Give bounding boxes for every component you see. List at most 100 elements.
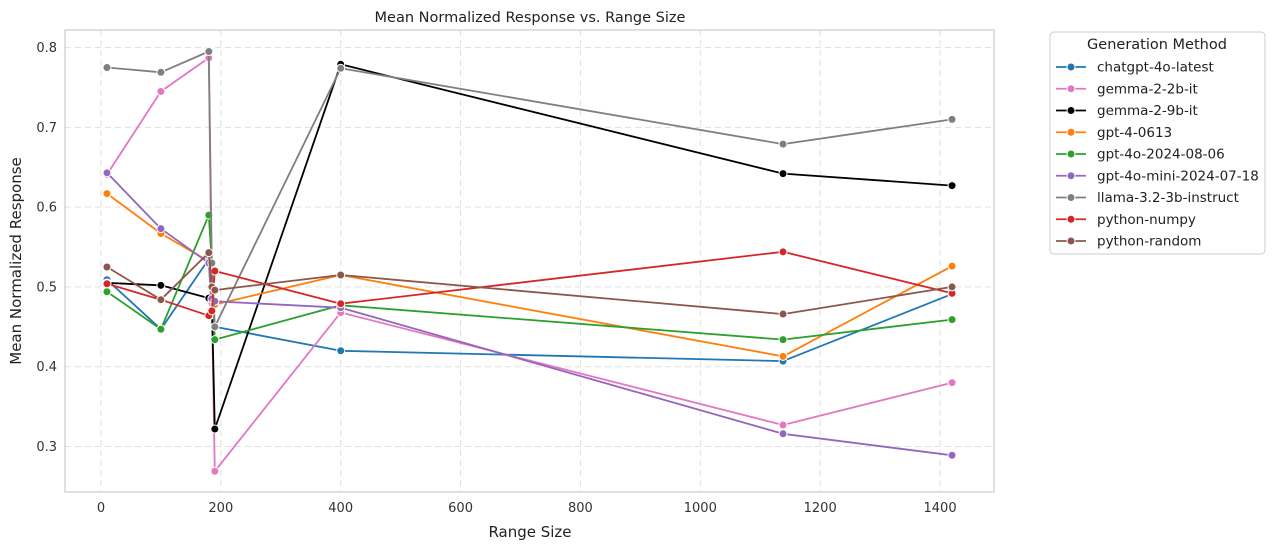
data-point — [210, 285, 220, 295]
data-point — [947, 181, 957, 191]
x-tick-label: 1200 — [804, 501, 837, 516]
x-tick-label: 1400 — [924, 501, 957, 516]
legend-label: gemma-2-9b-it — [1097, 103, 1198, 119]
legend-label: gpt-4o-2024-08-06 — [1097, 147, 1225, 163]
legend-item: python-numpy — [1056, 212, 1196, 228]
legend-label: llama-3.2-3b-instruct — [1097, 190, 1239, 206]
legend-title: Generation Method — [1087, 37, 1227, 53]
data-point — [947, 378, 957, 388]
y-tick-label: 0.4 — [36, 360, 57, 375]
data-point — [156, 280, 166, 290]
data-point — [102, 287, 112, 297]
data-point — [102, 262, 112, 272]
legend-item: gpt-4o-mini-2024-07-18 — [1056, 168, 1259, 184]
data-point — [778, 169, 788, 179]
data-point — [210, 335, 220, 345]
plot-frame — [64, 29, 995, 493]
data-point — [102, 63, 112, 73]
legend-swatch-marker — [1066, 214, 1076, 224]
data-point — [102, 168, 112, 178]
data-point — [210, 266, 220, 276]
x-tick-label: 600 — [448, 501, 473, 516]
data-point — [336, 346, 346, 356]
legend-box — [1049, 31, 1266, 255]
x-tick-label: 1000 — [684, 501, 717, 516]
data-point — [947, 450, 957, 460]
data-point — [947, 261, 957, 271]
data-point — [102, 189, 112, 199]
data-point — [336, 299, 346, 309]
series-line — [106, 172, 953, 457]
legend-swatch-marker — [1066, 127, 1076, 137]
data-point — [210, 322, 220, 332]
grid — [65, 30, 994, 492]
data-point — [778, 139, 788, 149]
x-axis-title: Range Size — [488, 523, 571, 541]
legend-swatch-marker — [1066, 236, 1076, 246]
series-line — [106, 50, 953, 328]
legend-item: gemma-2-2b-it — [1056, 81, 1198, 97]
y-tick-label: 0.7 — [36, 121, 57, 136]
legend-item: gpt-4o-2024-08-06 — [1056, 147, 1225, 163]
legend-label: gemma-2-2b-it — [1097, 81, 1198, 97]
series-line — [106, 250, 953, 317]
data-point — [778, 309, 788, 319]
legend-item: llama-3.2-3b-instruct — [1056, 190, 1239, 206]
legend-label: python-numpy — [1097, 212, 1196, 228]
x-tick-label: 800 — [568, 501, 593, 516]
y-tick-label: 0.8 — [36, 41, 57, 56]
series-gpt-4o-mini-2024-07-18 — [102, 168, 957, 460]
data-point — [336, 270, 346, 280]
data-point — [210, 424, 220, 434]
x-tick-label: 0 — [97, 501, 105, 516]
y-tick-label: 0.6 — [36, 201, 57, 216]
data-point — [947, 114, 957, 124]
legend-label: gpt-4-0613 — [1097, 125, 1172, 141]
data-point — [156, 324, 166, 334]
legend-swatch-marker — [1066, 84, 1076, 94]
data-point — [204, 47, 214, 57]
chart-title: Mean Normalized Response vs. Range Size — [375, 10, 686, 26]
data-point — [778, 247, 788, 257]
legend-item: chatgpt-4o-latest — [1056, 60, 1214, 76]
x-tick-label: 400 — [328, 501, 353, 516]
series-python-random — [102, 248, 957, 319]
data-point — [210, 466, 220, 476]
data-point — [778, 335, 788, 345]
legend-swatch-marker — [1066, 106, 1076, 115]
x-tick-label: 200 — [208, 501, 233, 516]
y-tick-label: 0.5 — [36, 280, 57, 295]
data-point — [156, 86, 166, 96]
y-axis-ticks: 0.3 0.4 0.5 0.6 0.7 0.8 — [36, 41, 57, 455]
series-line — [106, 214, 953, 341]
legend: Generation Method chatgpt-4o-latest gemma… — [1049, 31, 1266, 255]
data-point — [204, 248, 214, 258]
data-point — [947, 282, 957, 292]
legend-swatch-marker — [1066, 193, 1076, 202]
legend-item: gpt-4-0613 — [1056, 125, 1172, 141]
series-line — [106, 63, 953, 430]
legend-item: gemma-2-9b-it — [1056, 103, 1198, 119]
series-gemma-2-9b-it — [102, 59, 957, 434]
series-gpt-4o-2024-08-06 — [102, 210, 957, 345]
legend-items: chatgpt-4o-latest gemma-2-2b-it gemma-2-9b… — [1056, 60, 1259, 250]
data-point — [156, 295, 166, 305]
data-point — [778, 429, 788, 439]
series-gemma-2-2b-it — [102, 53, 957, 476]
series-layer — [102, 47, 957, 476]
series-line — [106, 57, 953, 473]
y-axis-title: Mean Normalized Response — [7, 157, 25, 365]
data-point — [207, 306, 217, 316]
data-point — [102, 279, 112, 289]
x-axis-ticks: 0 200 400 600 800 1000 1200 1400 — [97, 501, 957, 516]
data-point — [778, 351, 788, 361]
data-point — [336, 63, 346, 73]
legend-label: chatgpt-4o-latest — [1097, 60, 1214, 76]
legend-label: gpt-4o-mini-2024-07-18 — [1097, 168, 1259, 184]
data-point — [156, 67, 166, 77]
legend-item: python-random — [1056, 234, 1201, 250]
legend-swatch-marker — [1066, 62, 1076, 72]
legend-swatch-marker — [1066, 149, 1076, 159]
data-point — [778, 420, 788, 430]
